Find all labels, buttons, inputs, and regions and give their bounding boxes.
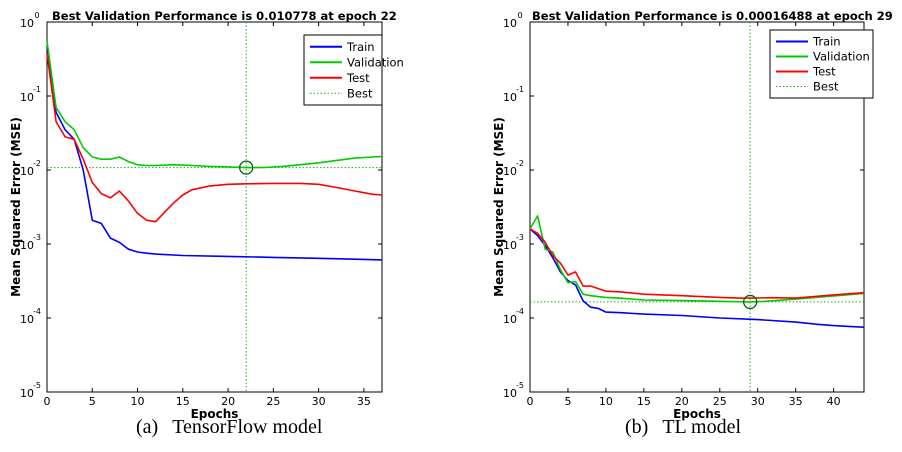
legend-label-test: Test: [346, 71, 370, 85]
x-tick-label: 10: [131, 395, 145, 408]
y-tick-label-exp: -5: [33, 381, 41, 390]
y-tick-label-exp: -3: [516, 233, 524, 242]
legend-label-train: Train: [346, 40, 375, 54]
caption-b-label: (b): [625, 416, 649, 438]
y-tick-label-exp: -1: [516, 85, 524, 94]
series-line-test: [529, 228, 865, 300]
y-tick-label-base: 10: [20, 17, 34, 30]
y-tick-label-exp: -3: [33, 233, 41, 242]
x-tick-label: 30: [312, 395, 326, 408]
x-tick-label: 40: [827, 395, 841, 408]
caption-a-label: (a): [136, 416, 159, 438]
x-tick-label: 35: [789, 395, 803, 408]
x-tick-label: 30: [751, 395, 765, 408]
chart-title: Best Validation Performance is 0.010778 …: [52, 9, 397, 23]
series-line-validation: [46, 41, 383, 169]
legend-label-validation: Validation: [347, 55, 404, 69]
legend-label-test: Test: [812, 65, 836, 79]
y-axis-label: Mean Squared Error (MSE): [9, 117, 23, 297]
x-tick-label: 15: [637, 395, 651, 408]
y-tick-label-base: 10: [20, 91, 34, 104]
y-tick-label-base: 10: [20, 313, 34, 326]
caption-a-text: TensorFlow model: [172, 416, 323, 438]
x-tick-label: 10: [599, 395, 613, 408]
series-line-test: [46, 52, 383, 223]
y-tick-label-exp: -2: [516, 159, 524, 168]
x-axis-label: Epochs: [191, 407, 239, 421]
y-tick-label-base: 10: [503, 17, 517, 30]
y-tick-label-exp: 0: [517, 11, 522, 20]
y-tick-label-exp: -1: [33, 85, 41, 94]
y-tick-label-base: 10: [503, 239, 517, 252]
y-tick-label-exp: -4: [516, 307, 524, 316]
y-tick-label-exp: -5: [516, 381, 524, 390]
legend-label-best: Best: [347, 86, 373, 100]
y-tick-label-base: 10: [503, 313, 517, 326]
x-tick-label: 0: [527, 395, 534, 408]
legend-label-validation: Validation: [813, 50, 870, 64]
caption-b-text: TL model: [662, 416, 742, 438]
y-tick-label-base: 10: [503, 91, 517, 104]
legend-label-train: Train: [812, 35, 841, 49]
best-marker: [239, 160, 254, 175]
legend-label-best: Best: [813, 80, 839, 94]
y-tick-label-base: 10: [503, 165, 517, 178]
x-tick-label: 5: [89, 395, 96, 408]
x-tick-label: 35: [357, 395, 371, 408]
chart-panel-a: 0 5 10 15 20 25 30 3510010-110-210-310-410-5Bes…: [9, 9, 404, 421]
x-tick-label: 25: [713, 395, 727, 408]
series-line-train: [529, 228, 865, 328]
chart-title: Best Validation Performance is 0.0001648…: [532, 9, 893, 23]
caption-a: (a) TensorFlow model: [136, 416, 322, 439]
chart-panel-b: 0 5 10 15 20 25 30 35 4010010-110-210-310-410-5B…: [492, 9, 893, 421]
y-tick-label-exp: -4: [33, 307, 41, 316]
x-tick-label: 0: [44, 395, 51, 408]
y-tick-label-base: 10: [20, 387, 34, 400]
y-tick-label-base: 10: [503, 387, 517, 400]
series-line-validation: [529, 215, 865, 303]
x-tick-label: 5: [564, 395, 571, 408]
x-axis-label: Epochs: [673, 407, 721, 421]
y-tick-label-exp: -2: [33, 159, 41, 168]
y-tick-label-base: 10: [20, 239, 34, 252]
y-axis-label: Mean Squared Error (MSE): [492, 117, 506, 297]
caption-b: (b) TL model: [625, 416, 741, 439]
x-tick-label: 15: [176, 395, 190, 408]
y-tick-label-base: 10: [20, 165, 34, 178]
best-marker: [742, 294, 758, 310]
x-tick-label: 25: [266, 395, 280, 408]
x-tick-label: 20: [221, 395, 235, 408]
x-tick-label: 20: [675, 395, 689, 408]
y-tick-label-exp: 0: [34, 11, 39, 20]
